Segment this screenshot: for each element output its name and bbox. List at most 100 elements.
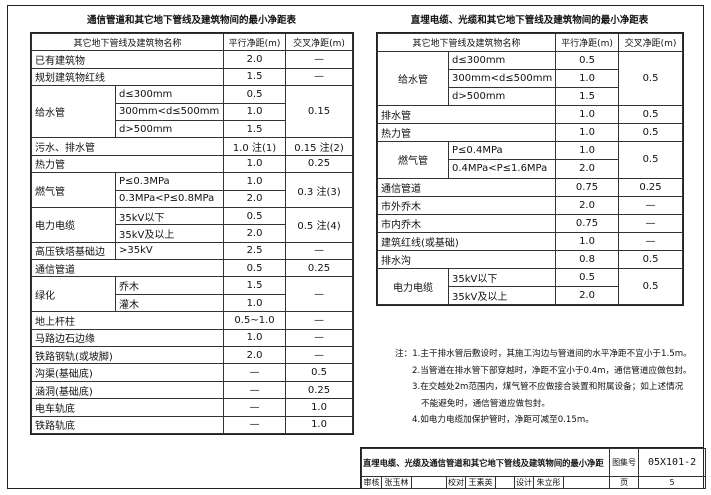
parallel-distance: 2.0 (555, 195, 620, 215)
page-label: 页 (609, 476, 640, 489)
parallel-distance: 0.5 (223, 206, 287, 226)
designer-signature (562, 476, 611, 489)
parallel-distance: 0.75 (555, 177, 620, 197)
table-row: 热力管 1.0 0.5 (376, 123, 684, 143)
header-parallel: 平行净距(m) (223, 32, 287, 52)
header-cross: 交叉净距(m) (285, 32, 354, 52)
parallel-distance: — (223, 398, 287, 417)
note-3-cont: 不能避免时，通信管道应做包封。 (421, 398, 550, 409)
row-name: 排水管 (376, 105, 557, 125)
row-name: 铁路轨底 (30, 415, 225, 434)
header-row: 其它地下管线及建筑物名称 平行净距(m) 交叉净距(m) (376, 32, 684, 53)
row-subtype: d≤300mm (447, 51, 557, 71)
table-row: 给水管 d≤300mm 0.5 0.15 (31, 85, 354, 139)
table-row: 建筑红线(或基础) 1.0— (376, 231, 684, 251)
parallel-distance: 1.5 (223, 276, 287, 295)
parallel-distance: 0.5 (555, 51, 620, 71)
parallel-distance: 0.5 (223, 85, 287, 104)
row-name: 电车轨底 (30, 398, 225, 417)
table-row: d>500mm 1.5 (378, 87, 683, 107)
table-row: 热力管 1.0 0.25 (30, 154, 354, 174)
parallel-distance: 1.5 (555, 87, 620, 107)
row-subtype: 35kV以下 (114, 206, 225, 226)
table-row: 铁路钢轨(或坡脚) 2.0— (30, 346, 354, 365)
reviewer-signature (411, 476, 447, 489)
cross-distance: 0.5 注(4) (285, 206, 354, 243)
row-name: 给水管 (377, 51, 449, 107)
table-row: 规划建筑物红线 1.5— (30, 67, 354, 87)
row-name: 排水沟 (376, 249, 557, 269)
row-name: 铁路钢轨(或坡脚) (30, 346, 225, 365)
row-subtype: 35kV及以上 (447, 285, 557, 305)
cross-distance: 0.25 (285, 380, 354, 400)
row-name: 给水管 (31, 85, 116, 139)
cross-distance: 0.5 (618, 141, 684, 179)
table-row: 通信管道 0.5 0.25 (30, 259, 354, 278)
parallel-distance: 2.0 (555, 159, 620, 179)
cross-distance: 0.5 (618, 105, 684, 125)
row-name: 通信管道 (376, 177, 557, 197)
cross-distance: 0.5 (285, 363, 354, 382)
cross-distance: 0.3 注(3) (285, 172, 354, 208)
table-row: 绿化 乔木 1.5— (31, 276, 354, 313)
parallel-distance: 1.0 (555, 141, 620, 161)
cross-distance: — (285, 276, 354, 313)
parallel-distance: 2.5 (223, 241, 287, 261)
page-number: 5 (638, 476, 707, 489)
row-subtype: d≤300mm (114, 85, 225, 104)
row-name: 地上杆柱 (30, 311, 225, 330)
parallel-distance: 1.0 (223, 102, 287, 121)
cross-distance: — (285, 311, 354, 330)
table-row: 马路边石边缘 1.0— (30, 328, 354, 348)
table-row: 排水沟 0.8 0.5 (376, 249, 684, 269)
table-row: 市外乔木 2.0— (376, 195, 684, 215)
parallel-distance: 0.75 (555, 213, 620, 233)
cross-distance: 0.25 (285, 259, 354, 278)
table-row: 地上杆柱 0.5~1.0— (30, 311, 354, 330)
table-row: 涵洞(基础底) —0.25 (30, 380, 354, 400)
title-block: 直埋电缆、光缆及通信管道和其它地下管线及建筑物间的最小净距 图集号 05X101… (360, 447, 707, 489)
table-row: 污水、排水管 1.0 注(1) 0.15 注(2) (30, 137, 354, 156)
atlas-label: 图集号 (609, 448, 640, 477)
parallel-distance: 1.0 (555, 231, 620, 251)
row-name: 燃气管 (31, 172, 116, 208)
parallel-distance: 1.0 (555, 105, 620, 125)
row-name: 污水、排水管 (30, 137, 225, 156)
parallel-distance: 0.8 (555, 249, 620, 269)
row-name: 沟渠(基础底) (30, 363, 225, 382)
cross-distance: 0.5 (618, 51, 684, 107)
parallel-distance: 1.0 (555, 123, 620, 143)
row-name: 燃气管 (377, 141, 449, 179)
row-name: 涵洞(基础底) (30, 380, 225, 400)
row-name: 市外乔木 (376, 195, 557, 215)
row-name: 热力管 (30, 154, 225, 174)
parallel-distance: 2.0 (223, 189, 287, 208)
parallel-distance: 1.5 (223, 67, 287, 87)
right-distance-table: 其它地下管线及建筑物名称 平行净距(m) 交叉净距(m) 给水管 d≤300mm 0.5 0… (375, 32, 685, 306)
cross-distance: — (285, 346, 354, 365)
header-row: 其它地下管线及建筑物名称 平行净距(m) 交叉净距(m) (30, 32, 354, 52)
cross-distance: — (618, 213, 684, 233)
cross-distance: 0.5 (618, 123, 684, 143)
cross-distance: — (285, 50, 354, 69)
row-name: 已有建筑物 (30, 50, 225, 69)
row-subtype: 35kV及以上 (114, 224, 225, 243)
header-name: 其它地下管线及建筑物名称 (376, 32, 557, 53)
parallel-distance: — (223, 415, 287, 434)
note-1: 注：1.主干排水管后敷设时，其施工沟边与管道间的水平净距不宜小于1.5m。 (395, 346, 700, 363)
note-4: 4.如电力电缆加保护管时，净距可减至0.15m。 (412, 415, 594, 425)
table-row: 排水管 1.0 0.5 (376, 105, 684, 125)
notes: 注：1.主干排水管后敷设时，其施工沟边与管道间的水平净距不宜小于1.5m。 2.… (395, 346, 700, 429)
right-table-title: 直埋电缆、光缆和其它地下管线及建筑物间的最小净距表 (410, 15, 649, 26)
cross-distance: — (285, 328, 354, 348)
row-subtype: P≤0.4MPa (447, 141, 557, 161)
table-row: 35kV及以上 2.0 (32, 224, 353, 243)
table-row: 通信管道 0.75 0.25 (376, 177, 684, 197)
row-subtype: 灌木 (114, 293, 225, 313)
table-row: 0.3MPa<P≤0.8MPa 2.0 (32, 189, 353, 208)
row-subtype: d>500mm (447, 87, 557, 107)
cross-distance: — (618, 231, 684, 251)
row-name: 高压铁塔基础边 (31, 241, 116, 261)
parallel-distance: 1.0 (223, 172, 287, 191)
table-row: 已有建筑物 2.0— (30, 50, 354, 69)
